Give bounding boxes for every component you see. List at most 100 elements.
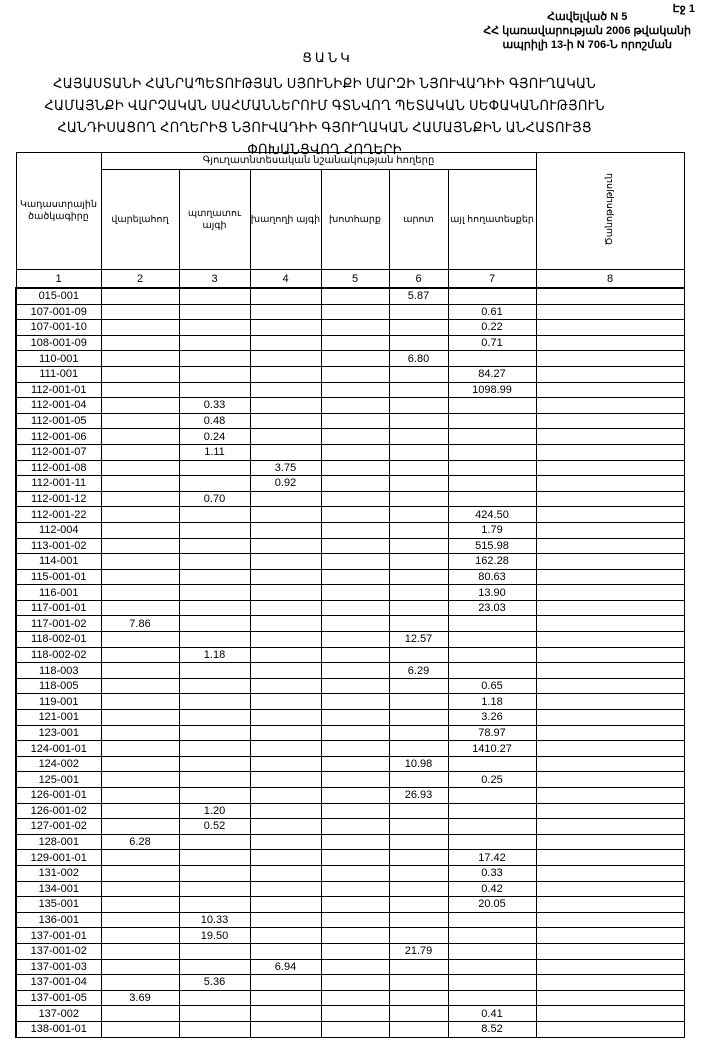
- table-row: 135-001 20.05: [15, 896, 685, 913]
- note-cell: [535, 599, 685, 617]
- area-cell: 7.86: [100, 615, 180, 633]
- area-cell: 0.22: [447, 319, 537, 336]
- area-cell: 6.80: [388, 350, 449, 367]
- area-cell: 0.52: [178, 818, 251, 835]
- area-cell: [447, 412, 537, 430]
- note-cell: [535, 537, 685, 555]
- cadastral-code-cell: 124-001-01: [15, 740, 102, 757]
- area-cell: [388, 584, 449, 601]
- area-cell: 10.33: [178, 911, 251, 929]
- area-cell: 1.18: [447, 693, 537, 711]
- area-cell: 424.50: [447, 506, 537, 523]
- area-cell: [388, 506, 449, 523]
- area-cell: 3.69: [100, 989, 180, 1007]
- area-cell: [100, 537, 180, 555]
- area-cell: [320, 615, 390, 633]
- area-cell: [388, 833, 449, 851]
- cadastral-code-cell: 137-001-01: [15, 927, 102, 944]
- area-cell: [249, 849, 322, 866]
- area-cell: [388, 740, 449, 757]
- area-cell: 6.94: [249, 958, 322, 976]
- area-cell: [388, 802, 449, 820]
- area-cell: [388, 989, 449, 1007]
- area-cell: [178, 553, 251, 570]
- note-cell: [535, 553, 685, 570]
- column-number: 3: [178, 269, 251, 289]
- area-cell: [178, 459, 251, 477]
- area-cell: [100, 1005, 180, 1022]
- area-cell: [320, 880, 390, 898]
- note-cell: [535, 849, 685, 866]
- area-cell: [320, 646, 390, 664]
- area-cell: [178, 334, 251, 352]
- area-cell: [249, 506, 322, 523]
- table-row: 116-001 13.90: [15, 584, 685, 601]
- area-cell: 0.71: [447, 334, 537, 352]
- area-cell: [249, 397, 322, 414]
- cadastral-code-cell: 125-001: [15, 771, 102, 788]
- area-cell: [100, 599, 180, 617]
- area-cell: [320, 864, 390, 882]
- area-cell: [100, 787, 180, 804]
- area-cell: [100, 303, 180, 321]
- area-cell: [100, 319, 180, 336]
- note-cell: [535, 631, 685, 648]
- area-cell: [388, 958, 449, 976]
- area-cell: [249, 755, 322, 773]
- area-cell: [249, 287, 322, 305]
- note-cell: [535, 771, 685, 788]
- area-cell: [100, 365, 180, 383]
- note-cell: [535, 1005, 685, 1022]
- area-cell: [100, 709, 180, 726]
- note-cell: [535, 802, 685, 820]
- note-cell: [535, 958, 685, 976]
- area-cell: [249, 1020, 322, 1038]
- annex-reference: Հավելված N 5 ՀՀ կառավարության 2006 թվակա…: [483, 10, 691, 52]
- area-cell: [388, 553, 449, 570]
- table-row: 137-001-01 19.50: [15, 927, 685, 944]
- area-cell: [388, 771, 449, 788]
- area-cell: 1.11: [178, 443, 251, 461]
- area-cell: [388, 412, 449, 430]
- cadastral-code-cell: 129-001-01: [15, 849, 102, 866]
- area-cell: 3.26: [447, 709, 537, 726]
- area-cell: [249, 365, 322, 383]
- area-cell: [178, 958, 251, 976]
- table-row: 112-001-06 0.24: [15, 428, 685, 445]
- area-cell: [178, 537, 251, 555]
- cadastral-code-cell: 128-001: [15, 833, 102, 851]
- table-row: 112-001-12 0.70: [15, 490, 685, 508]
- cadastral-code-cell: 135-001: [15, 896, 102, 913]
- area-cell: [320, 506, 390, 523]
- col-header-arable: վարելահող: [100, 169, 180, 270]
- area-cell: [388, 864, 449, 882]
- area-cell: [178, 833, 251, 851]
- area-cell: [100, 974, 180, 991]
- area-cell: [447, 833, 537, 851]
- area-cell: [249, 631, 322, 648]
- cadastral-code-cell: 124-002: [15, 755, 102, 773]
- area-cell: [388, 397, 449, 414]
- area-cell: [249, 521, 322, 539]
- area-cell: [447, 443, 537, 461]
- area-cell: [320, 319, 390, 336]
- area-cell: [249, 350, 322, 367]
- area-cell: [249, 802, 322, 820]
- area-cell: [100, 755, 180, 773]
- area-cell: [320, 771, 390, 788]
- table-row: 112-001-05 0.48: [15, 412, 685, 430]
- area-cell: [249, 864, 322, 882]
- area-cell: [447, 802, 537, 820]
- area-cell: [320, 802, 390, 820]
- note-cell: [535, 833, 685, 851]
- area-cell: 5.36: [178, 974, 251, 991]
- note-cell: [535, 506, 685, 523]
- area-cell: [320, 974, 390, 991]
- area-cell: 23.03: [447, 599, 537, 617]
- area-cell: [320, 381, 390, 399]
- cadastral-code-cell: 137-001-04: [15, 974, 102, 991]
- area-cell: [388, 693, 449, 711]
- table-row: 129-001-01 17.42: [15, 849, 685, 866]
- area-cell: [447, 662, 537, 679]
- area-cell: [388, 1020, 449, 1038]
